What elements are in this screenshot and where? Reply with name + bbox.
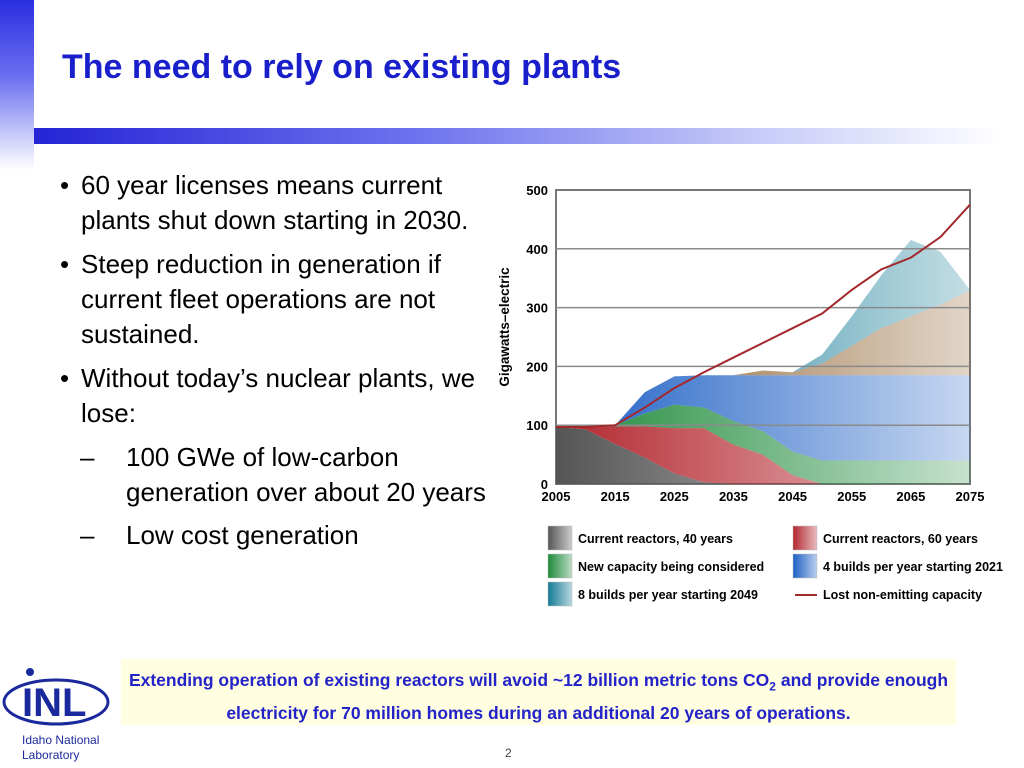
bullet-text: Without today’s nuclear plants, we lose: — [81, 363, 476, 428]
bullet-list: • 60 year licenses means current plants … — [60, 168, 500, 561]
x-tick-label: 2055 — [837, 489, 866, 504]
callout-text-part2: and provide enough electricity for 70 mi… — [226, 670, 949, 723]
bullet-mark: • — [60, 249, 70, 279]
inl-logo: INL Idaho National Laboratory — [2, 668, 110, 762]
legend-label: 8 builds per year starting 2049 — [578, 588, 758, 602]
y-tick-label: 300 — [526, 301, 548, 316]
bullet-item: • Steep reduction in generation if curre… — [60, 247, 500, 352]
legend-swatch — [792, 553, 818, 579]
capacity-chart: 0 100 200 300 400 500 2005 2015 2025 2035 2045 2055… — [497, 183, 1003, 607]
bullet-text: Steep reduction in generation if current… — [81, 249, 441, 349]
area-series-1 — [556, 426, 970, 484]
logo-mark: INL — [22, 681, 86, 725]
sub-bullet-mark: – — [80, 442, 95, 472]
area-series-4 — [556, 289, 970, 428]
area-series-5 — [556, 239, 970, 428]
logo-line2: Laboratory — [22, 748, 79, 762]
legend-swatch — [547, 525, 573, 551]
line-series — [556, 204, 971, 428]
legend-label: New capacity being considered — [578, 560, 764, 574]
callout-text-part1: Extending operation of existing reactors… — [128, 670, 770, 690]
legend-label: Current reactors, 40 years — [578, 532, 733, 546]
x-tick-label: 2075 — [956, 489, 985, 504]
sub-bullet-item: – 100 GWe of low-carbon generation over … — [60, 440, 500, 510]
bullet-item: • Without today’s nuclear plants, we los… — [60, 361, 500, 431]
y-tick-label: 0 — [541, 477, 548, 492]
bullet-text: 60 year licenses means current plants sh… — [81, 170, 469, 235]
callout-box: Extending operation of existing reactors… — [121, 659, 956, 725]
x-tick-label: 2065 — [896, 489, 925, 504]
legend-swatch — [792, 525, 818, 551]
area-series-0 — [556, 426, 970, 484]
sub-bullet-item: – Low cost generation — [60, 518, 500, 553]
legend-swatch — [547, 581, 573, 607]
y-tick-label: 200 — [526, 359, 548, 374]
left-accent-bar — [0, 0, 34, 170]
callout-subscript: 2 — [769, 679, 776, 694]
x-tick-label: 2045 — [778, 489, 807, 504]
slide-title: The need to rely on existing plants — [62, 48, 622, 86]
title-gradient-rule — [34, 128, 1004, 144]
bullet-mark: • — [60, 170, 70, 200]
sub-bullet-text: 100 GWe of low-carbon generation over ab… — [126, 442, 486, 507]
y-axis-label: Gigawatts–electric — [497, 267, 512, 387]
y-tick-label: 100 — [526, 418, 548, 433]
y-tick-label: 400 — [526, 242, 548, 257]
legend-swatch — [547, 553, 573, 579]
logo-dot — [26, 668, 34, 676]
legend-label: 4 builds per year starting 2021 — [823, 560, 1003, 574]
logo-orbit — [2, 678, 110, 726]
logo-line1: Idaho National — [22, 733, 99, 747]
x-tick-label: 2005 — [542, 489, 571, 504]
x-tick-label: 2015 — [601, 489, 630, 504]
area-series-3 — [556, 375, 970, 461]
bullet-item: • 60 year licenses means current plants … — [60, 168, 500, 238]
legend-label: Current reactors, 60 years — [823, 532, 978, 546]
page-number: 2 — [505, 746, 512, 760]
x-tick-label: 2035 — [719, 489, 748, 504]
y-tick-label: 500 — [526, 183, 548, 198]
legend-label: Lost non-emitting capacity — [823, 588, 982, 602]
sub-bullet-text: Low cost generation — [126, 520, 359, 550]
sub-bullet-mark: – — [80, 520, 95, 550]
x-tick-label: 2025 — [660, 489, 689, 504]
bullet-mark: • — [60, 363, 70, 393]
